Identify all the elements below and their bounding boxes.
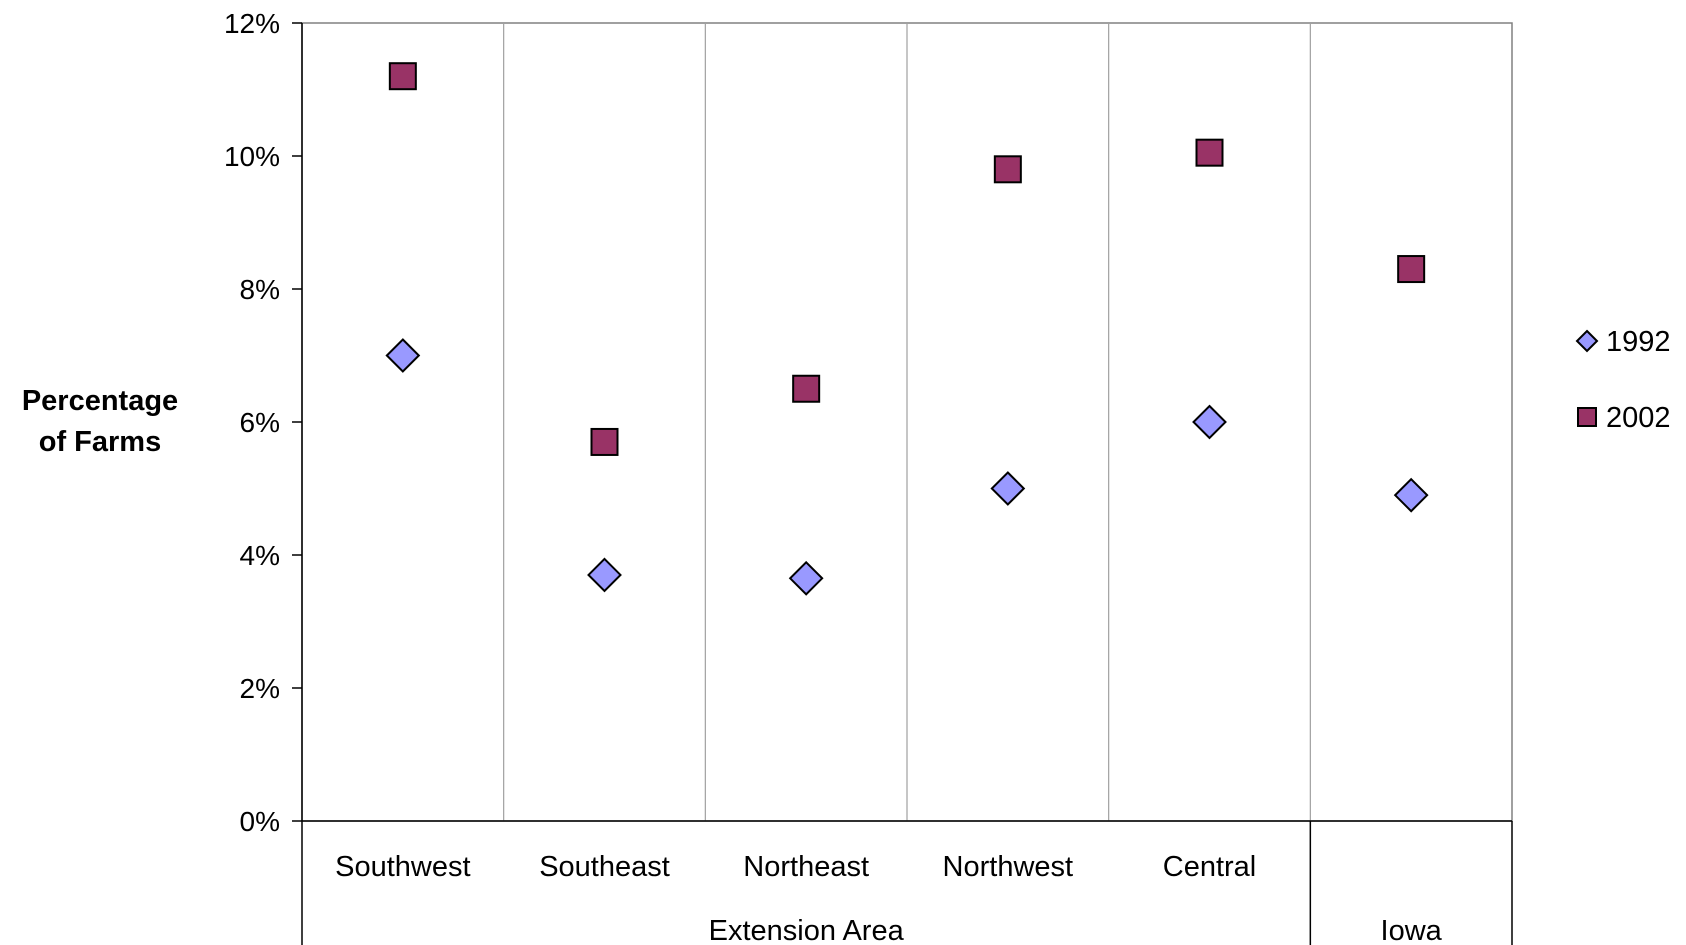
- point-1992: [788, 560, 824, 596]
- legend-marker-2002: [1577, 407, 1597, 427]
- y-tick-label: 0%: [240, 806, 280, 837]
- y-tick-label: 10%: [224, 141, 280, 172]
- point-1992: [1192, 404, 1227, 440]
- y-axis-label: Percentage: [22, 385, 178, 417]
- x-tick-label: Central: [1163, 851, 1257, 883]
- x-tick-label: Southeast: [539, 851, 670, 883]
- point-2002: [590, 427, 619, 456]
- point-2002: [792, 374, 821, 403]
- x-tick-label: Southwest: [335, 851, 470, 883]
- point-2002: [993, 155, 1022, 184]
- legend-label: 2002: [1606, 402, 1671, 434]
- legend-label: 1992: [1606, 326, 1671, 358]
- y-tick-label: 6%: [240, 407, 280, 438]
- point-2002: [388, 62, 417, 91]
- x-tick-label: Northeast: [743, 851, 869, 883]
- y-tick-label: 4%: [240, 540, 280, 571]
- x-tick-label: Northwest: [943, 851, 1074, 883]
- y-tick-label: 12%: [224, 8, 280, 39]
- x-group-label: Iowa: [1381, 915, 1443, 945]
- point-1992: [587, 557, 622, 593]
- point-1992: [1393, 477, 1429, 513]
- y-axis-label: of Farms: [39, 426, 161, 458]
- point-1992: [385, 338, 421, 373]
- point-2002: [1397, 255, 1426, 284]
- y-tick-label: 8%: [240, 274, 280, 305]
- point-2002: [1195, 138, 1224, 167]
- x-group-label: Extension Area: [709, 915, 905, 945]
- y-tick-label: 2%: [240, 673, 280, 704]
- point-1992: [990, 471, 1026, 506]
- legend-marker-1992: [1575, 329, 1599, 353]
